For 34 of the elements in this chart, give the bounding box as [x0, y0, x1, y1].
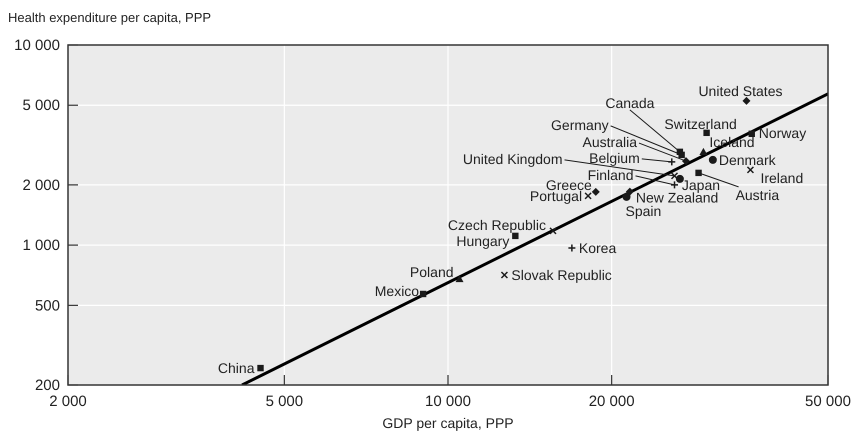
- x-tick-label: 10 000: [425, 393, 471, 410]
- y-tick-label: 500: [34, 297, 60, 314]
- y-tick-label: 2 000: [22, 176, 60, 194]
- series-label: Hungary: [456, 232, 510, 249]
- series-label: Switzerland: [664, 116, 737, 132]
- series-label: Denmark: [718, 152, 777, 168]
- series-label: Mexico: [374, 282, 420, 299]
- x-tick-label: 20 000: [588, 393, 635, 410]
- x-tick-label: 2 000: [49, 393, 87, 410]
- y-tick-label: 5 000: [22, 97, 60, 114]
- text: Finland: [588, 166, 634, 183]
- text: Australia: [582, 134, 638, 150]
- y-tick-label: 10 000: [14, 37, 60, 54]
- y-tick-label: 1 000: [22, 237, 60, 254]
- text: United Kingdom: [462, 150, 563, 167]
- x-tick-label: 50 000: [805, 393, 851, 410]
- x-tick-label: 5 000: [266, 393, 304, 410]
- text: Belgium: [589, 150, 640, 166]
- series-label: Poland: [410, 264, 454, 280]
- series-label: Korea: [578, 240, 616, 256]
- text: Germany: [551, 116, 609, 133]
- series-label: Czech Republic: [448, 216, 546, 233]
- series-label: Japan: [682, 176, 720, 193]
- y-tick-label: 200: [34, 377, 60, 394]
- series-label: Slovak Republic: [511, 267, 612, 284]
- series-label: Spain: [626, 202, 662, 219]
- text: Austria: [736, 186, 780, 203]
- series-label: Ireland: [760, 170, 804, 186]
- y-axis-title: Health expenditure per capita, PPP: [8, 10, 212, 25]
- x-axis-title: GDP per capita, PPP: [382, 415, 514, 431]
- series-label: China: [218, 360, 255, 376]
- text: Canada: [605, 94, 655, 111]
- series-label: Norway: [758, 124, 806, 141]
- series-label: United States: [698, 82, 782, 99]
